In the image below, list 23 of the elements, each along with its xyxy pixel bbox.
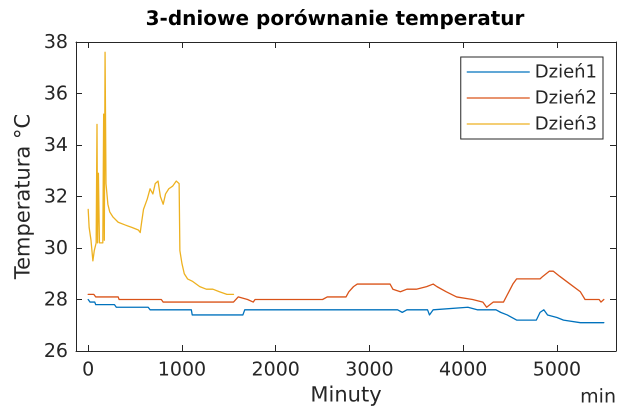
legend-label: Dzień3 [534, 114, 598, 134]
x-tick-label: 1000 [158, 358, 206, 380]
x-tick-label: 2000 [252, 358, 300, 380]
text: min [580, 386, 616, 408]
x-tick-label: 0 [82, 358, 94, 380]
y-tick-label: 26 [44, 340, 68, 362]
x-tick-label: 4000 [439, 358, 488, 380]
line-series [88, 52, 234, 295]
legend-label: Dzień2 [534, 88, 598, 108]
line-series [88, 298, 604, 324]
legend-label: Dzień1 [534, 62, 598, 82]
x-axis-title: Minuty [310, 382, 382, 406]
x-tick-label: 5000 [532, 358, 582, 380]
line-series [88, 270, 604, 308]
y-tick-label: 28 [44, 288, 68, 310]
y-tick-label: 36 [44, 82, 68, 104]
y-tick-label: 38 [44, 31, 68, 53]
y-tick-label: 30 [44, 237, 68, 259]
chart-title: 3-dniowe porównanie temperatur [146, 6, 524, 30]
y-tick-label: 32 [44, 186, 68, 208]
x-tick-label: 3000 [345, 358, 394, 380]
y-axis-title: Temperatura °C [10, 114, 34, 280]
y-tick-label: 34 [44, 134, 68, 156]
